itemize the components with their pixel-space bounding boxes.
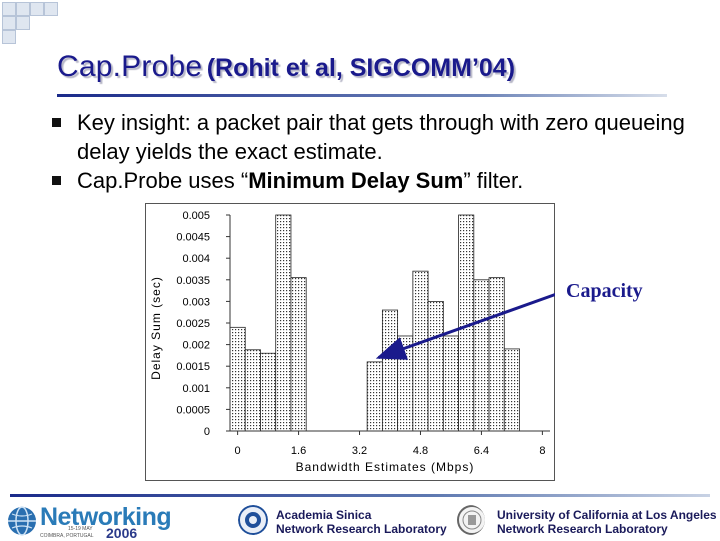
networking-dates: 15-19 MAY — [68, 526, 93, 532]
y-tick-label: 0 — [204, 426, 210, 438]
x-tick-label: 4.8 — [413, 445, 428, 457]
y-tick-label: 0.003 — [182, 296, 210, 308]
x-axis-label: Bandwidth Estimates (Mbps) — [296, 460, 475, 474]
networking-place: COIMBRA, PORTUGAL — [40, 533, 94, 539]
histogram-bar — [381, 309, 399, 432]
histogram-bar — [260, 352, 277, 432]
y-axis-label: Delay Sum (sec) — [149, 276, 163, 380]
square-bullet-icon — [52, 176, 61, 185]
networking-year: 2006 — [106, 525, 138, 541]
bullet-emphasis: Minimum Delay Sum — [248, 168, 464, 193]
histogram-bar — [290, 277, 307, 432]
ucla-label: University of California at Los Angeles … — [497, 508, 717, 536]
histogram-bar — [488, 277, 505, 432]
bullet-list: Key insight: a packet pair that gets thr… — [50, 108, 690, 195]
histogram-bar — [503, 348, 520, 432]
histogram-bar — [244, 349, 261, 432]
histogram-bar — [442, 335, 459, 432]
title-underline — [57, 94, 667, 97]
x-tick-label: 6.4 — [474, 445, 489, 457]
slide-title: Cap.Probe (Rohit et al, SIGCOMM’04) — [57, 50, 677, 97]
ucla-seal-icon — [457, 505, 485, 535]
corner-decoration — [0, 0, 60, 45]
y-tick-label: 0.0045 — [176, 232, 210, 244]
y-tick-label: 0.0025 — [176, 318, 210, 330]
histogram-bar — [366, 361, 383, 432]
bullet-item: Cap.Probe uses “Minimum Delay Sum” filte… — [50, 166, 690, 195]
title-sub: (Rohit et al, SIGCOMM’04) — [206, 54, 516, 82]
histogram-bar — [427, 301, 444, 432]
globe-icon — [8, 506, 36, 536]
histogram-bar — [275, 214, 292, 432]
academia-sinica-label: Academia Sinica Network Research Laborat… — [276, 508, 447, 536]
chart-svg: 0 0.0005 0.001 0.0015 0.002 0.0025 0.003 0.0035… — [145, 203, 555, 481]
footer-rule — [10, 494, 710, 497]
y-tick-label: 0.001 — [182, 383, 210, 395]
y-tick-label: 0.0005 — [176, 404, 210, 416]
y-tick-label: 0.0015 — [176, 361, 210, 373]
y-tick-label: 0.002 — [182, 340, 210, 352]
footer: Networking 15-19 MAY COIMBRA, PORTUGAL 2… — [0, 499, 720, 541]
y-tick-label: 0.0035 — [176, 275, 210, 287]
networking-2006-logo: Networking 15-19 MAY COIMBRA, PORTUGAL 2… — [6, 501, 172, 541]
bullet-item: Key insight: a packet pair that gets thr… — [50, 108, 690, 166]
y-tick-label: 0.005 — [182, 210, 210, 222]
title-main: Cap.Probe — [57, 50, 203, 83]
x-tick-label: 1.6 — [291, 445, 306, 457]
x-tick-label: 8 — [539, 445, 545, 457]
square-bullet-icon — [52, 118, 61, 127]
x-tick-label: 3.2 — [352, 445, 367, 457]
delay-sum-histogram: 0 0.0005 0.001 0.0015 0.002 0.0025 0.003 0.0035… — [145, 203, 555, 481]
x-tick-label: 0 — [235, 445, 241, 457]
networking-word: Networking — [40, 503, 172, 531]
capacity-arrow — [375, 292, 555, 360]
histogram-bar — [473, 279, 490, 432]
capacity-annotation: Capacity — [566, 280, 643, 302]
histogram-bar — [229, 326, 246, 432]
histogram-bar — [412, 270, 429, 432]
y-tick-label: 0.004 — [182, 253, 210, 265]
academia-sinica-seal-icon — [238, 505, 268, 535]
